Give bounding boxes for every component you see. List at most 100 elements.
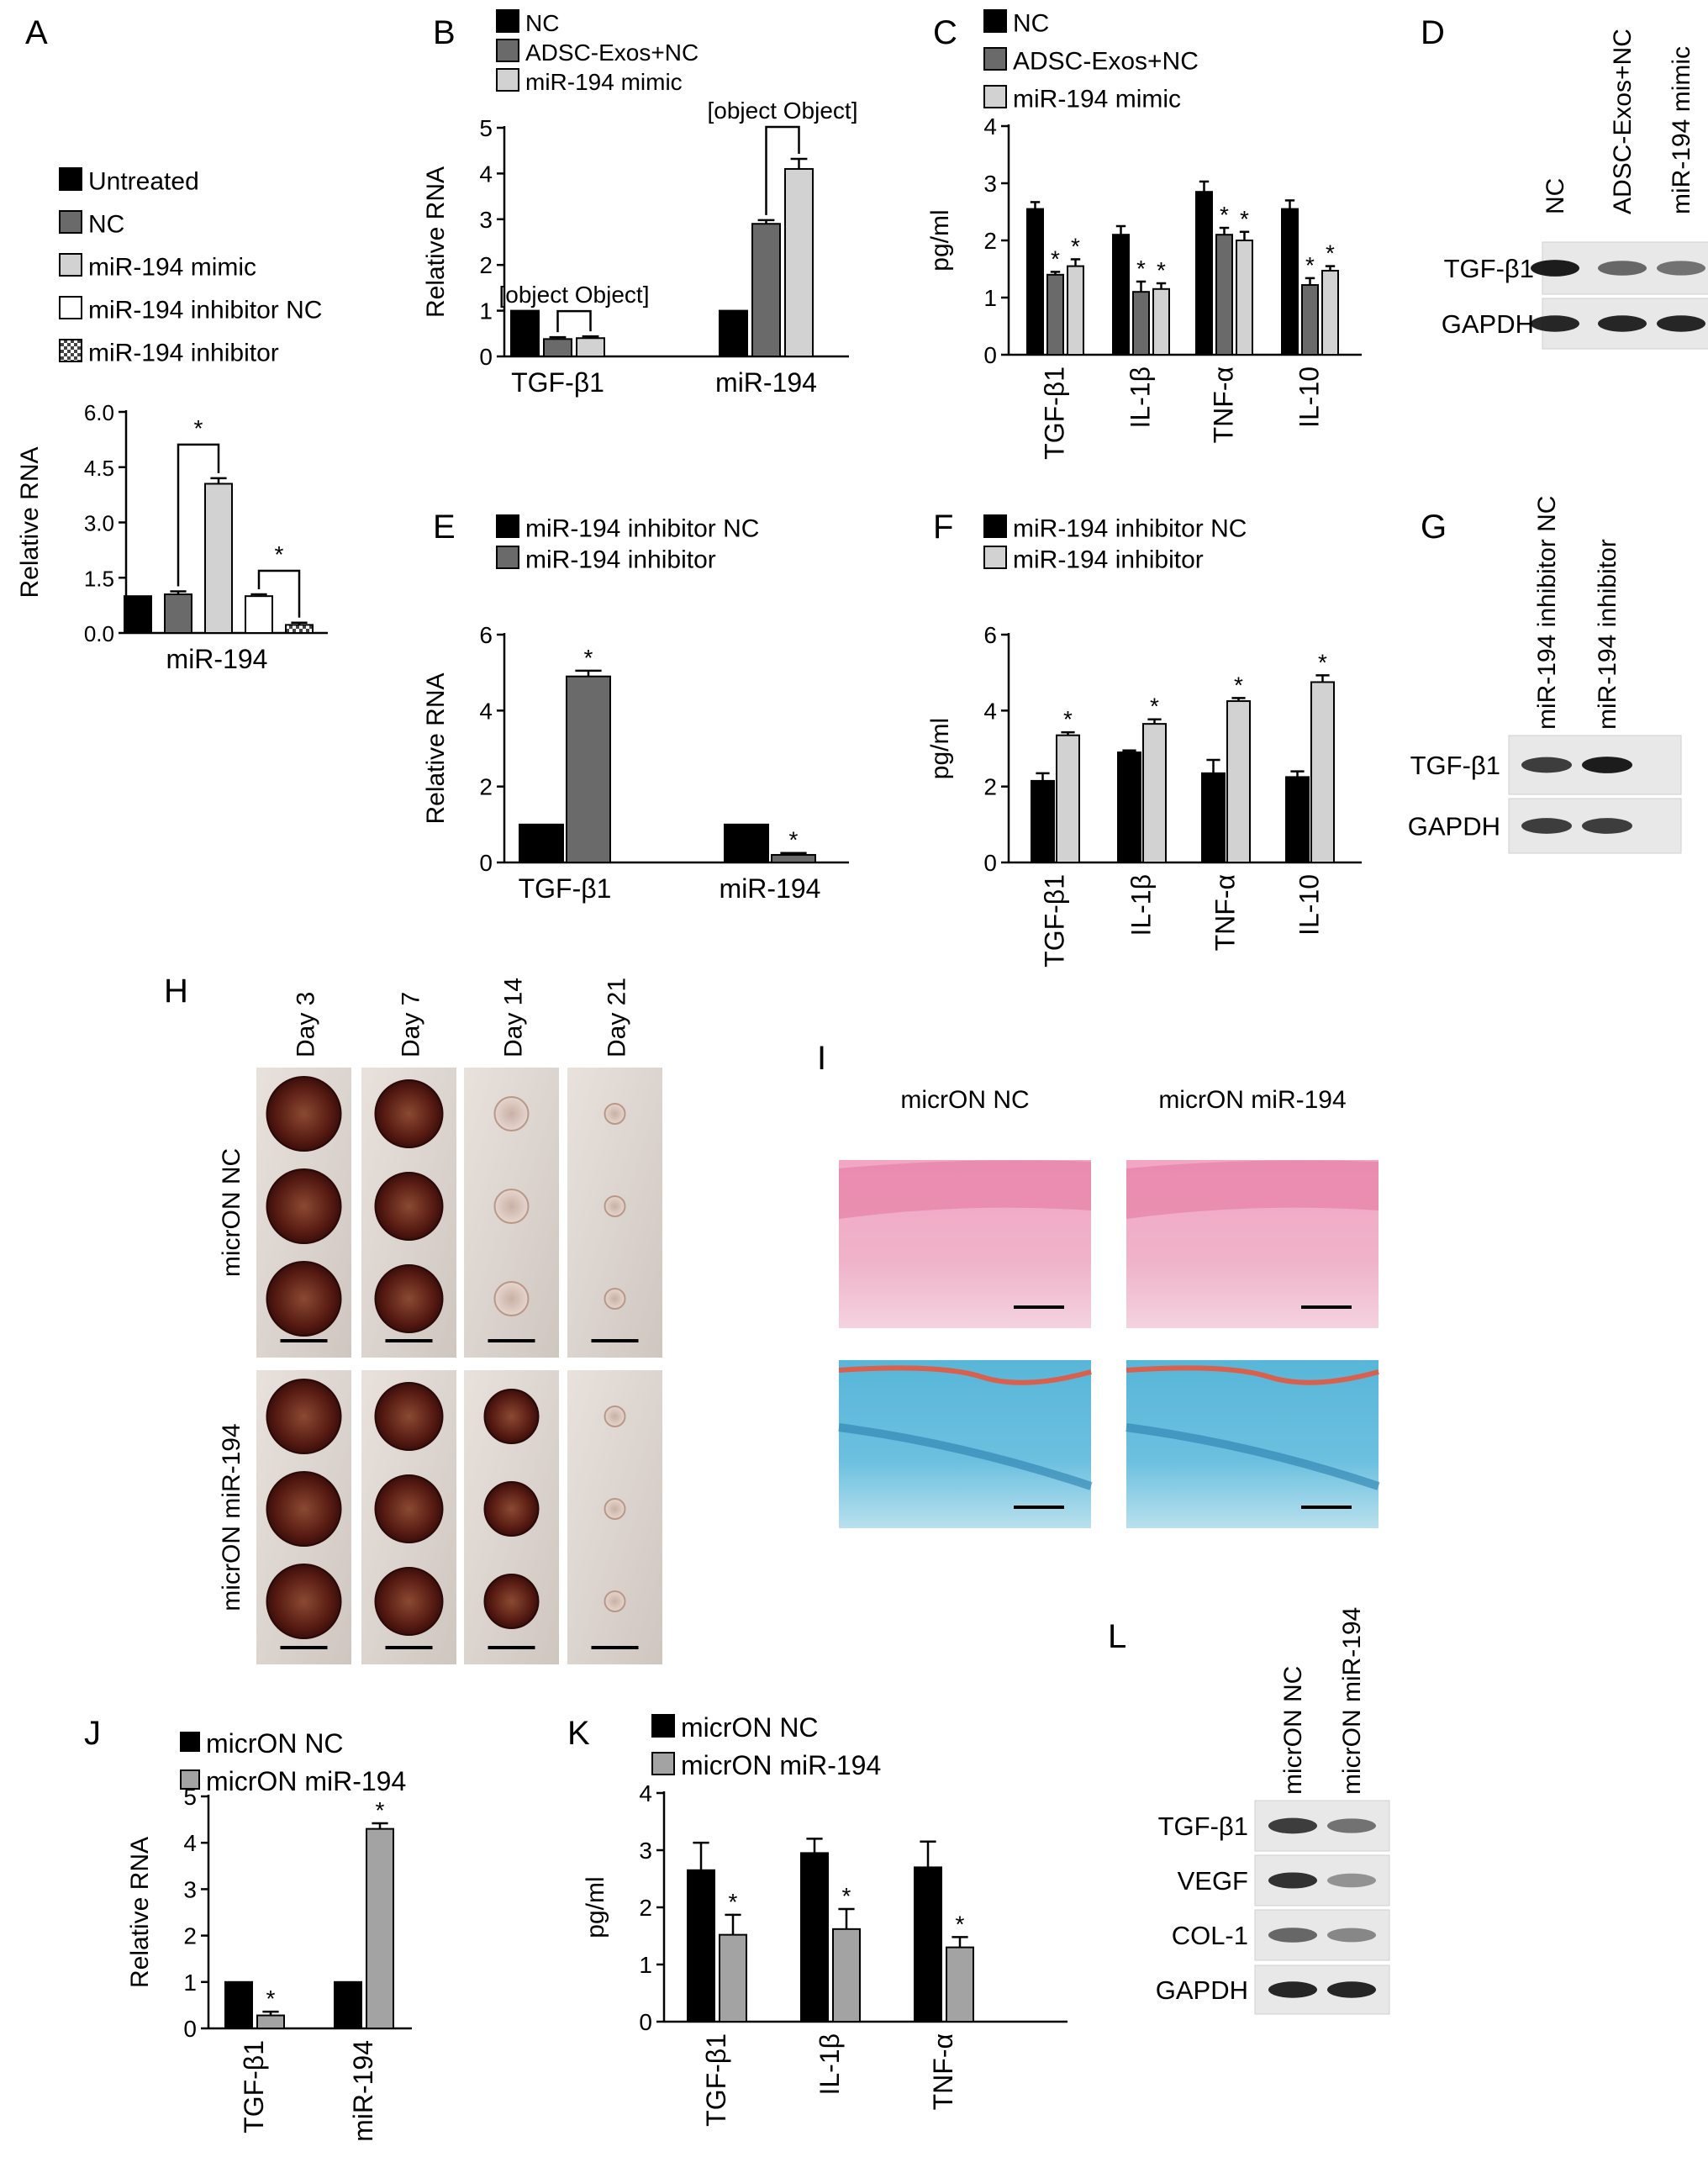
panel-label-c: C	[933, 14, 957, 51]
y-axis-label: Relative RNA	[422, 166, 450, 318]
panel-label-a: A	[25, 14, 48, 51]
bar-e-1-1	[771, 853, 816, 864]
bar-f-0-2	[1201, 772, 1226, 864]
significance-star: *	[1318, 649, 1327, 675]
wound-spot	[493, 1189, 530, 1224]
wound-spot	[374, 1264, 444, 1333]
bar-f-1-2	[1226, 700, 1251, 864]
chart-b: 0 1 2 3 4 5 Relative RNA TGF-β1 [object Object] m…	[422, 9, 857, 398]
blot-band	[1268, 1928, 1317, 1943]
blot-band	[1327, 1818, 1376, 1833]
masson-stain-image	[1126, 1360, 1379, 1528]
blot-row-label: TGF-β1	[1444, 254, 1534, 283]
bar-a-0-0	[124, 595, 152, 635]
bar-c-1-3	[1301, 284, 1319, 356]
blot-row-label: TGF-β1	[1158, 1812, 1248, 1841]
wound-spot	[604, 1195, 626, 1217]
significance-star: *	[1326, 240, 1335, 266]
y-axis-label: pg/ml	[926, 718, 954, 779]
y-tick-label: 2	[983, 774, 997, 800]
legend-swatch	[59, 339, 82, 362]
panel-label-k: K	[567, 1715, 590, 1752]
x-tick-label: TGF-β1	[701, 2033, 731, 2127]
y-tick-label: 0	[183, 2016, 197, 2042]
bar-k-1-1	[832, 1928, 861, 2023]
legend-label: micrON NC	[681, 1712, 819, 1743]
bar-c-0-3	[1281, 208, 1299, 356]
y-tick-label: 6	[479, 622, 493, 648]
wound-spot	[604, 1590, 626, 1612]
masson-stain-image	[839, 1360, 1091, 1528]
y-tick-label: 4.5	[84, 456, 114, 481]
blot-column-label: miR-194 mimic	[1668, 46, 1695, 214]
significance-star: *	[376, 1797, 385, 1823]
significance-bracket	[177, 443, 220, 587]
wound-spot	[604, 1288, 626, 1310]
bar-c-0-0	[1026, 208, 1044, 356]
panel-label-e: E	[433, 509, 456, 546]
legend-label: miR-194 inhibitor NC	[88, 297, 322, 324]
x-tick-label: TNF-α	[1209, 367, 1239, 443]
y-tick-label: 3	[639, 1838, 652, 1864]
x-tick-label: IL-1β	[814, 2033, 845, 2096]
blot-row-label: VEGF	[1178, 1866, 1248, 1896]
significance-star: *	[729, 1889, 738, 1915]
blot-d: TGF-β1 GAPDH NC ADSC-Exos+NC miR-194 mimic	[1442, 29, 1708, 350]
blot-band	[1582, 818, 1632, 834]
bar-e-1-0	[566, 675, 611, 864]
bar-f-0-0	[1031, 779, 1055, 863]
day-label: Day 21	[604, 978, 631, 1057]
legend-label: miR-194 mimic	[525, 69, 683, 95]
significance-star: *	[1150, 694, 1159, 720]
bar-b-1-1	[751, 223, 781, 357]
wound-spot	[374, 1567, 444, 1636]
legend-swatch	[496, 514, 519, 538]
y-tick-label: 0	[479, 850, 493, 876]
y-axis-label: Relative RNA	[422, 672, 450, 824]
wound-spot	[266, 1564, 342, 1639]
blot-row-label: TGF-β1	[1410, 751, 1500, 780]
bar-f-1-3	[1310, 681, 1335, 863]
significance-star: *	[956, 1911, 965, 1937]
panel-label-f: F	[933, 509, 953, 546]
photos-layer: Day 3 Day 7 Day 14 Day 21 micrON NC micrON mi…	[218, 978, 1380, 1664]
blot-column-label: miR-194 inhibitor	[1594, 539, 1621, 730]
bar-k-0-2	[914, 1866, 942, 2023]
bar-k-0-0	[687, 1869, 715, 2023]
y-tick-label: 0	[639, 2009, 652, 2035]
x-tick-label: TGF-β1	[519, 873, 612, 904]
day-label: Day 14	[500, 978, 528, 1057]
y-tick-label: 1	[479, 298, 493, 324]
y-tick-label: 1.5	[84, 566, 114, 591]
y-tick-label: 5	[479, 115, 493, 141]
blot-row-label: GAPDH	[1408, 812, 1500, 841]
x-tick-label: IL-10	[1294, 874, 1325, 936]
bar-e-0-1	[724, 823, 769, 863]
legend-swatch	[651, 1714, 675, 1738]
chart-f: 0 2 4 6 pg/ml * TGF-β1 * IL-1β * TNF-α * IL-10 miR-19…	[926, 514, 1362, 968]
x-tick-label: IL-1β	[1126, 874, 1157, 936]
wound-spot	[483, 1389, 540, 1444]
blot-band	[1657, 261, 1705, 276]
wound-spot	[266, 1168, 342, 1244]
histology-column-label: micrON NC	[900, 1086, 1029, 1114]
blot-band	[1327, 1981, 1376, 1998]
legend-label: NC	[1013, 10, 1049, 38]
bar-f-0-1	[1117, 752, 1141, 863]
blot-band	[1521, 818, 1572, 834]
bar-b-2-1	[784, 167, 814, 357]
chart-k: 0 1 2 3 4 pg/ml * TGF-β1 * IL-1β * TNF-α micrON NC mi…	[582, 1712, 1068, 2127]
significance-label: *	[194, 415, 203, 441]
bar-f-0-3	[1285, 776, 1310, 863]
legend-label: miR-194 inhibitor NC	[525, 515, 759, 543]
blot-g: TGF-β1 GAPDH miR-194 inhibitor NC miR-194 i…	[1408, 496, 1682, 854]
wound-photo-grid: Day 3 Day 7 Day 14 Day 21 micrON NC micrON mi…	[218, 978, 662, 1664]
legend-swatch	[983, 47, 1007, 71]
y-tick-label: 1	[183, 1970, 197, 1996]
group-label: micrON NC	[218, 1148, 245, 1277]
blot-row-label: GAPDH	[1156, 1975, 1248, 2005]
significance-star: *	[584, 645, 593, 671]
x-tick-label: IL-10	[1294, 367, 1325, 428]
x-tick-label: TGF-β1	[511, 367, 604, 398]
